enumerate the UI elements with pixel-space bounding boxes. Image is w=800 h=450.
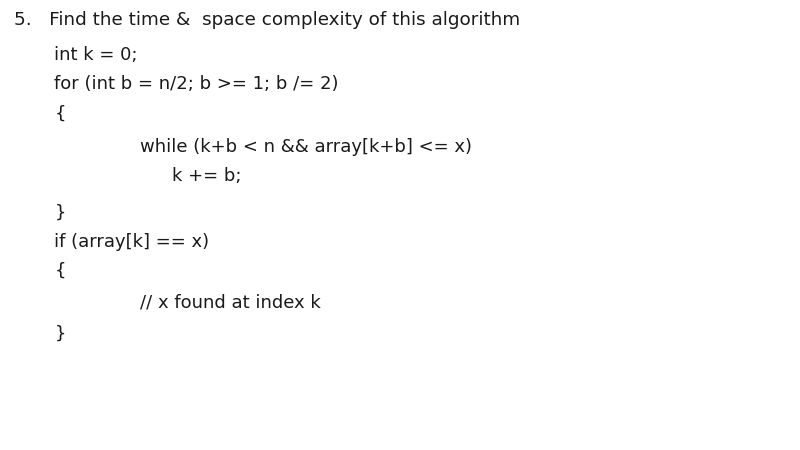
Text: {: {: [54, 104, 66, 122]
Text: k += b;: k += b;: [172, 167, 242, 185]
Text: 5.   Find the time &  space complexity of this algorithm: 5. Find the time & space complexity of t…: [14, 11, 521, 29]
Text: }: }: [54, 203, 66, 221]
Text: int k = 0;: int k = 0;: [54, 46, 138, 64]
Text: {: {: [54, 262, 66, 280]
Text: for (int b = n/2; b >= 1; b /= 2): for (int b = n/2; b >= 1; b /= 2): [54, 75, 339, 93]
Text: while (k+b < n && array[k+b] <= x): while (k+b < n && array[k+b] <= x): [140, 138, 472, 156]
Text: }: }: [54, 325, 66, 343]
Text: // x found at index k: // x found at index k: [140, 293, 321, 311]
Text: if (array[k] == x): if (array[k] == x): [54, 233, 210, 251]
